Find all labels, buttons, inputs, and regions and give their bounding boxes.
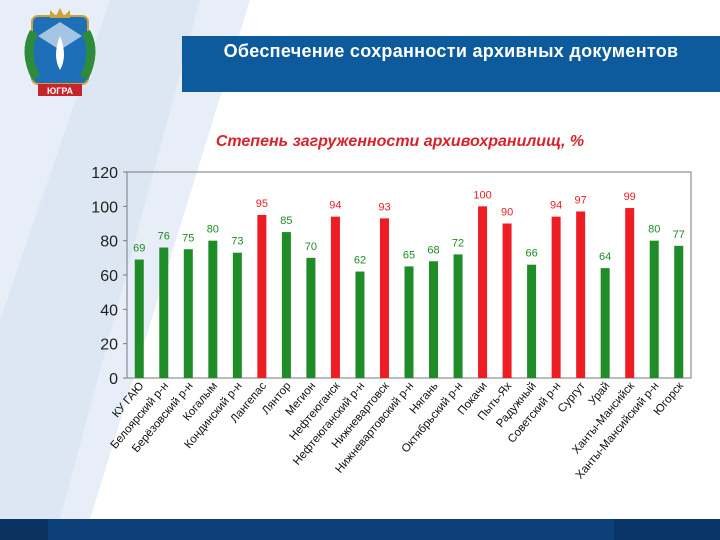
- bar: [379, 218, 389, 378]
- bar: [183, 249, 193, 378]
- bar: [551, 216, 561, 378]
- emblem-caption: ЮГРА: [47, 86, 74, 96]
- y-tick-label: 120: [91, 165, 118, 182]
- page-title: Обеспечение сохранности архивных докумен…: [223, 41, 679, 61]
- data-label: 100: [473, 189, 491, 201]
- bar: [281, 232, 291, 378]
- data-label: 64: [599, 251, 611, 263]
- bar: [527, 264, 537, 378]
- y-tick-label: 40: [100, 302, 118, 319]
- data-label: 85: [280, 215, 292, 227]
- y-tick-label: 60: [100, 268, 118, 285]
- bar: [330, 216, 340, 378]
- bar: [232, 252, 242, 378]
- bar: [355, 271, 365, 378]
- data-label: 95: [256, 198, 268, 210]
- bar: [134, 259, 144, 378]
- bar: [306, 257, 316, 378]
- data-label: 94: [550, 200, 562, 212]
- bar: [208, 240, 218, 378]
- data-label: 73: [231, 236, 243, 248]
- coat-of-arms-logo: ЮГРА: [24, 8, 96, 96]
- data-label: 66: [525, 248, 537, 260]
- bar: [257, 214, 267, 378]
- bar: [674, 245, 684, 378]
- y-tick-label: 80: [100, 234, 118, 251]
- data-label: 76: [158, 231, 170, 243]
- header-band: [182, 36, 720, 92]
- data-label: 65: [403, 249, 415, 261]
- data-label: 75: [182, 232, 194, 244]
- data-label: 72: [452, 237, 464, 249]
- data-label: 68: [427, 244, 439, 256]
- data-label: 62: [354, 255, 366, 267]
- bar: [159, 247, 169, 378]
- bar: [453, 254, 463, 378]
- data-label: 97: [575, 194, 587, 206]
- data-label: 70: [305, 241, 317, 253]
- data-label: 69: [133, 243, 145, 255]
- y-tick-label: 100: [91, 199, 118, 216]
- data-label: 90: [501, 207, 513, 219]
- bar: [429, 261, 439, 378]
- data-label: 80: [207, 224, 219, 236]
- data-label: 93: [378, 201, 390, 213]
- footer-left-block: [0, 519, 48, 540]
- bar: [625, 208, 635, 378]
- data-label: 94: [329, 200, 341, 212]
- bar: [600, 268, 610, 378]
- bar: [649, 240, 659, 378]
- y-tick-label: 0: [109, 371, 118, 388]
- bar: [478, 206, 488, 378]
- footer-bar: [0, 519, 720, 540]
- footer-right-block: [614, 519, 720, 540]
- x-tick-label: Сургут: [556, 380, 589, 415]
- data-label: 77: [673, 229, 685, 241]
- bar: [576, 211, 586, 378]
- bar: [502, 223, 512, 378]
- data-label: 80: [648, 224, 660, 236]
- chart-title: Степень загруженности архивохранилищ, %: [215, 133, 585, 150]
- y-tick-label: 20: [100, 337, 118, 354]
- bar: [404, 266, 414, 378]
- data-label: 99: [624, 191, 636, 203]
